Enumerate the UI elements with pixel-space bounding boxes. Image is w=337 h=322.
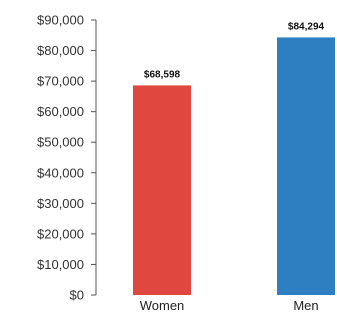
category-label: Women — [140, 298, 185, 313]
y-tick-label: $30,000 — [37, 196, 84, 211]
y-tick-label: $0 — [70, 288, 84, 303]
y-tick-label: $70,000 — [37, 74, 84, 89]
y-tick-label: $10,000 — [37, 257, 84, 272]
bars: $68,598 $84,294 — [133, 21, 335, 296]
y-tick-label: $50,000 — [37, 135, 84, 150]
y-tick-label: $20,000 — [37, 226, 84, 241]
y-tick-label: $60,000 — [37, 104, 84, 119]
data-label: $84,294 — [288, 21, 325, 32]
y-tick-label: $80,000 — [37, 43, 84, 58]
category-label: Men — [293, 298, 318, 313]
bar-men — [277, 37, 335, 296]
data-label: $68,598 — [144, 69, 181, 80]
bar-women — [133, 85, 191, 296]
x-axis: Women Men — [140, 298, 319, 313]
y-axis: $0 $10,000 $20,000 $30,000 $40,000 $50,000 $60… — [37, 13, 97, 303]
y-tick-label: $40,000 — [37, 165, 84, 180]
y-tick-label: $90,000 — [37, 13, 84, 28]
